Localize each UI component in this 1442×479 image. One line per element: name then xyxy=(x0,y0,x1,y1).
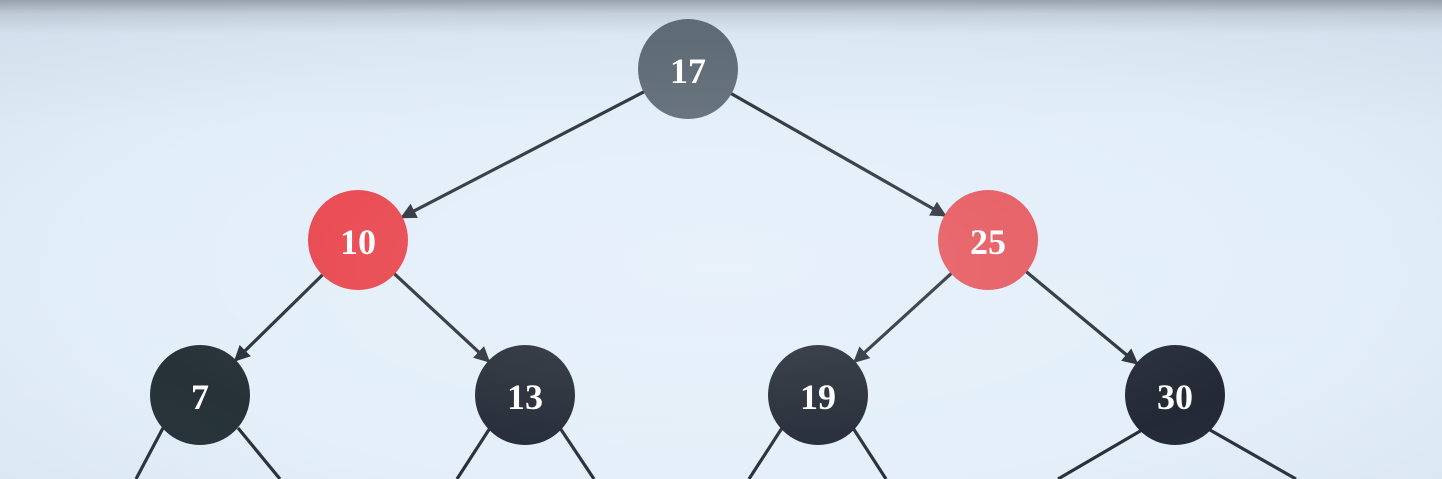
node-circle xyxy=(638,19,738,119)
edge-stub-13-left xyxy=(455,427,492,479)
node-label: 7 xyxy=(191,377,209,417)
node-circle xyxy=(150,345,250,445)
node-circle xyxy=(768,345,868,445)
edge-10-to-13 xyxy=(392,271,491,363)
tree-node: 10 xyxy=(308,190,408,290)
edge-stubs xyxy=(134,426,1297,479)
node-circle xyxy=(1125,345,1225,445)
edge-10-to-7 xyxy=(233,272,325,362)
edge-stub-30-left xyxy=(1057,428,1143,479)
tree-node: 25 xyxy=(938,190,1038,290)
nodes-layer: 17 10 25 7 13 19 xyxy=(150,19,1225,445)
node-label: 30 xyxy=(1157,377,1193,417)
edges-layer xyxy=(233,89,1139,365)
edge-stub-7-left xyxy=(134,427,165,479)
node-circle xyxy=(938,190,1038,290)
node-label: 17 xyxy=(670,51,706,91)
edge-17-to-25 xyxy=(728,91,947,218)
node-label: 13 xyxy=(507,377,543,417)
edge-stub-13-right xyxy=(558,427,596,479)
tree-node: 30 xyxy=(1125,345,1225,445)
edge-stub-19-right xyxy=(851,427,888,479)
tree-node: 7 xyxy=(150,345,250,445)
node-circle xyxy=(308,190,408,290)
edge-17-to-10 xyxy=(400,89,647,219)
tree-node: 19 xyxy=(768,345,868,445)
edge-stub-19-left xyxy=(747,427,784,479)
node-label: 19 xyxy=(800,377,836,417)
edge-stub-7-right xyxy=(236,426,282,479)
tree-node: 13 xyxy=(475,345,575,445)
node-label: 10 xyxy=(340,222,376,262)
node-circle xyxy=(475,345,575,445)
node-label: 25 xyxy=(970,222,1006,262)
edge-25-to-30 xyxy=(1023,269,1139,365)
edge-stub-30-right xyxy=(1209,428,1297,479)
edge-25-to-19 xyxy=(853,271,954,364)
tree-node: 17 xyxy=(638,19,738,119)
